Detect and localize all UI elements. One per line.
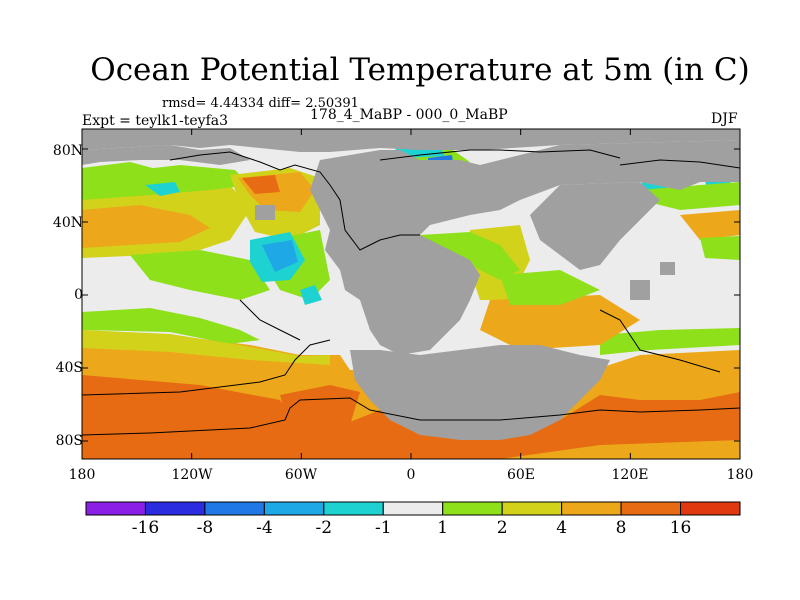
colorbar-swatch: [501, 501, 563, 516]
colorbar-label: -1: [374, 518, 392, 538]
land-patch-3: [630, 280, 650, 300]
anomaly-region-south-green-2: [600, 328, 740, 355]
colorbar-swatch: [620, 501, 682, 516]
colorbar-label: 8: [615, 518, 627, 538]
coastline-2: [82, 339, 331, 396]
anomaly-region-natl-dark-orange: [242, 175, 280, 194]
colorbar-label: 4: [556, 518, 568, 538]
x-tick-label-180w: 180: [68, 467, 96, 483]
coastline-4: [619, 159, 740, 169]
x-tick-label-0: 0: [406, 467, 416, 483]
anomaly-region-npac-orange: [82, 205, 210, 248]
anomaly-region-indian-green: [420, 232, 520, 280]
period-label: 178_4_MaBP - 000_0_MaBP: [310, 107, 508, 123]
anomaly-region-npac-green-2: [130, 250, 270, 300]
colorbar-swatch: [204, 501, 265, 516]
anomaly-region-wpac-orange: [680, 210, 740, 240]
x-tick-label-120e: 120E: [611, 467, 649, 483]
colorbar-label: 2: [496, 518, 508, 538]
x-tick-label-60w: 60W: [284, 467, 318, 483]
colorbar-label: 16: [669, 518, 692, 538]
y-tick-label-80n: 80N: [52, 143, 83, 159]
coastline-6: [239, 299, 301, 341]
y-tick-label-0: 0: [74, 287, 83, 303]
anomaly-region-arctic-green-3: [640, 182, 740, 210]
y-tick-label-40n: 40N: [52, 215, 83, 231]
colorbar-swatch: [144, 501, 206, 516]
y-tick-label-40s: 40S: [55, 360, 83, 376]
land-patch-1: [255, 205, 275, 220]
colorbar-swatch: [382, 501, 444, 516]
colorbar-label: -2: [315, 518, 333, 538]
coastline-3: [169, 151, 420, 251]
colorbar-label: -8: [196, 518, 214, 538]
land-nw: [82, 145, 250, 165]
anomaly-region-wpac-green: [700, 236, 740, 260]
colorbar-swatch: [85, 501, 146, 516]
land-pangea: [310, 140, 740, 355]
colorbar-swatch: [323, 501, 384, 516]
experiment-label: Expt = teylk1-teyfa3: [82, 113, 229, 129]
anomaly-region-natl-blue: [262, 240, 298, 272]
anomaly-region-south-green: [82, 308, 260, 344]
axis-ticks: [81, 129, 741, 459]
colorbar-label: 1: [437, 518, 449, 538]
colorbar-swatch: [561, 501, 622, 516]
coastline-7: [379, 149, 621, 161]
anomaly-region-south-yellow: [82, 330, 330, 365]
land-patch-2: [660, 262, 675, 275]
land-east-asia: [530, 182, 660, 270]
stats-text: rmsd= 4.44334 diff= 2.50391: [162, 96, 359, 111]
map-field: [82, 129, 740, 459]
colorbar-swatch: [442, 501, 503, 516]
anomaly-region-npac-cyan: [145, 182, 180, 196]
x-tick-label-180e: 180: [726, 467, 754, 483]
coastline-5: [599, 309, 721, 373]
anomaly-region-arctic-green-2: [82, 162, 160, 182]
anomaly-region-cyan-3: [300, 285, 322, 305]
map-title: Ocean Potential Temperature at 5m (in C): [90, 52, 750, 88]
season-label: DJF: [711, 111, 738, 127]
anomaly-region-indian-green-2: [500, 270, 600, 305]
colorbar: [85, 501, 741, 516]
land-arctic-west: [82, 129, 740, 152]
x-tick-label-120w: 120W: [171, 467, 213, 483]
x-tick-label-60e: 60E: [506, 467, 536, 483]
anomaly-region-indian-orange: [480, 295, 640, 350]
y-tick-label-80s: 80S: [55, 433, 83, 449]
colorbar-label: -4: [256, 518, 273, 538]
anomaly-region-south-dark-orange: [82, 375, 740, 459]
colorbar-swatch: [680, 501, 741, 516]
colorbar-swatch: [263, 501, 325, 516]
colorbar-label: -16: [131, 518, 160, 538]
coastline-1: [82, 397, 740, 436]
